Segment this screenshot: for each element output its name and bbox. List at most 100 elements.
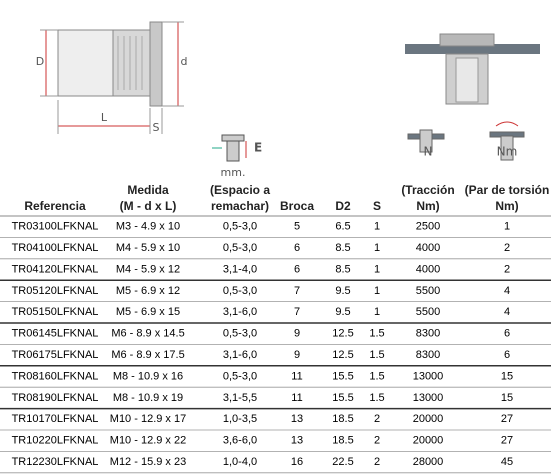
table-cell: 1.5 (369, 392, 384, 404)
table-cell: M6 - 8.9 x 14.5 (111, 328, 184, 340)
table-cell: 3,1-6,0 (223, 306, 257, 318)
table-cell: 18.5 (332, 413, 353, 425)
column-header: (Par de torsión (465, 183, 550, 197)
column-header: Broca (280, 199, 314, 213)
table-cell: 7 (294, 285, 300, 297)
column-header: remachar) (211, 199, 269, 213)
table-cell: 6 (294, 242, 300, 254)
table-cell: 1 (374, 285, 380, 297)
table-cell: 13 (291, 435, 303, 447)
table-cell: 4 (504, 285, 510, 297)
table-cell: TR04120LFKNAL (12, 263, 99, 275)
table-cell: 8.5 (335, 263, 350, 275)
table-cell: TR10170LFKNAL (12, 413, 99, 425)
table-cell: 0,5-3,0 (223, 370, 257, 382)
dim-label: S (153, 121, 160, 134)
table-cell: 5500 (416, 285, 440, 297)
table-cell: 4000 (416, 263, 440, 275)
table-cell: 15 (501, 392, 513, 404)
column-header: (M - d x L) (120, 199, 177, 213)
table-cell: 45 (501, 456, 513, 468)
table-cell: 1 (374, 306, 380, 318)
table-cell: 2 (374, 413, 380, 425)
table-cell: 1 (374, 242, 380, 254)
table-cell: M8 - 10.9 x 16 (113, 370, 183, 382)
table-cell: TR04100LFKNAL (12, 242, 99, 254)
table-cell: 3,1-5,5 (223, 392, 257, 404)
icon-label: N (424, 145, 433, 159)
table-cell: 27 (501, 435, 513, 447)
table-cell: 0,5-3,0 (223, 328, 257, 340)
table-cell: M5 - 6.9 x 12 (116, 285, 180, 297)
table-cell: 2 (504, 242, 510, 254)
table-cell: 1.5 (369, 370, 384, 382)
table-cell: 5500 (416, 306, 440, 318)
column-header: Nm) (416, 199, 439, 213)
table-cell: TR05120LFKNAL (12, 285, 99, 297)
table-cell: 16 (291, 456, 303, 468)
table-cell: M10 - 12.9 x 17 (110, 413, 186, 425)
table: Referencia Medida (M - d x L) (Espacio a rem… (0, 183, 551, 474)
column-header: (Espacio a (210, 183, 270, 197)
icon-label: mm. (221, 166, 246, 179)
table-cell: 1.5 (369, 328, 384, 340)
column-header: (Tracción (401, 183, 454, 197)
table-cell: 3,1-6,0 (223, 349, 257, 361)
table-cell: 0,5-3,0 (223, 242, 257, 254)
table-cell: 6.5 (335, 221, 350, 233)
icon-n (407, 129, 445, 153)
table-cell: 22.5 (332, 456, 353, 468)
table-cell: 6 (294, 263, 300, 275)
icon-nm (489, 121, 525, 161)
table-cell: 5 (294, 221, 300, 233)
table-cell: 7 (294, 306, 300, 318)
table-cell: 1 (504, 221, 510, 233)
table-cell: 9 (294, 328, 300, 340)
rivet-drawing (40, 21, 184, 134)
table-cell: 2 (374, 435, 380, 447)
table-cell: 20000 (413, 413, 444, 425)
table-cell: 1 (374, 221, 380, 233)
table-cell: 27 (501, 413, 513, 425)
table-cell: 15.5 (332, 370, 353, 382)
column-header: D2 (335, 199, 351, 213)
table-cell: 2 (504, 263, 510, 275)
column-header: S (373, 199, 381, 213)
column-header: Medida (127, 183, 169, 197)
table-cell: 13000 (413, 392, 444, 404)
column-header: Referencia (24, 199, 86, 213)
table-cell: 9.5 (335, 306, 350, 318)
table-cell: 20000 (413, 435, 444, 447)
table-cell: 3,1-4,0 (223, 263, 257, 275)
table-cell: 13000 (413, 370, 444, 382)
table-cell: 8.5 (335, 242, 350, 254)
table-cell: TR12230LFKNAL (12, 456, 99, 468)
table-cell: TR05150LFKNAL (12, 306, 99, 318)
table-cell: 0,5-3,0 (223, 221, 257, 233)
table-cell: 1.5 (369, 349, 384, 361)
installed-drawing (405, 33, 540, 105)
table-cell: TR10220LFKNAL (12, 435, 99, 447)
table-cell: M4 - 5.9 x 12 (116, 263, 180, 275)
dim-label: d (181, 55, 188, 68)
table-cell: 15 (501, 370, 513, 382)
table-cell: 9 (294, 349, 300, 361)
table-cell: 8300 (416, 349, 440, 361)
table-cell: M10 - 12.9 x 22 (110, 435, 186, 447)
table-cell: 9.5 (335, 285, 350, 297)
table-cell: 1,0-3,5 (223, 413, 257, 425)
table-cell: 15.5 (332, 392, 353, 404)
icon-label: E (254, 141, 262, 155)
table-cell: M5 - 6.9 x 15 (116, 306, 180, 318)
table-cell: 4000 (416, 242, 440, 254)
table-cell: 6 (504, 328, 510, 340)
table-cell: TR08160LFKNAL (12, 370, 99, 382)
dim-label: L (101, 111, 108, 124)
table-cell: 6 (504, 349, 510, 361)
table-cell: 1 (374, 263, 380, 275)
table-cell: M4 - 5.9 x 10 (116, 242, 180, 254)
table-cell: 2500 (416, 221, 440, 233)
icon-e (212, 134, 247, 162)
table-cell: 0,5-3,0 (223, 285, 257, 297)
table-cell: 18.5 (332, 435, 353, 447)
